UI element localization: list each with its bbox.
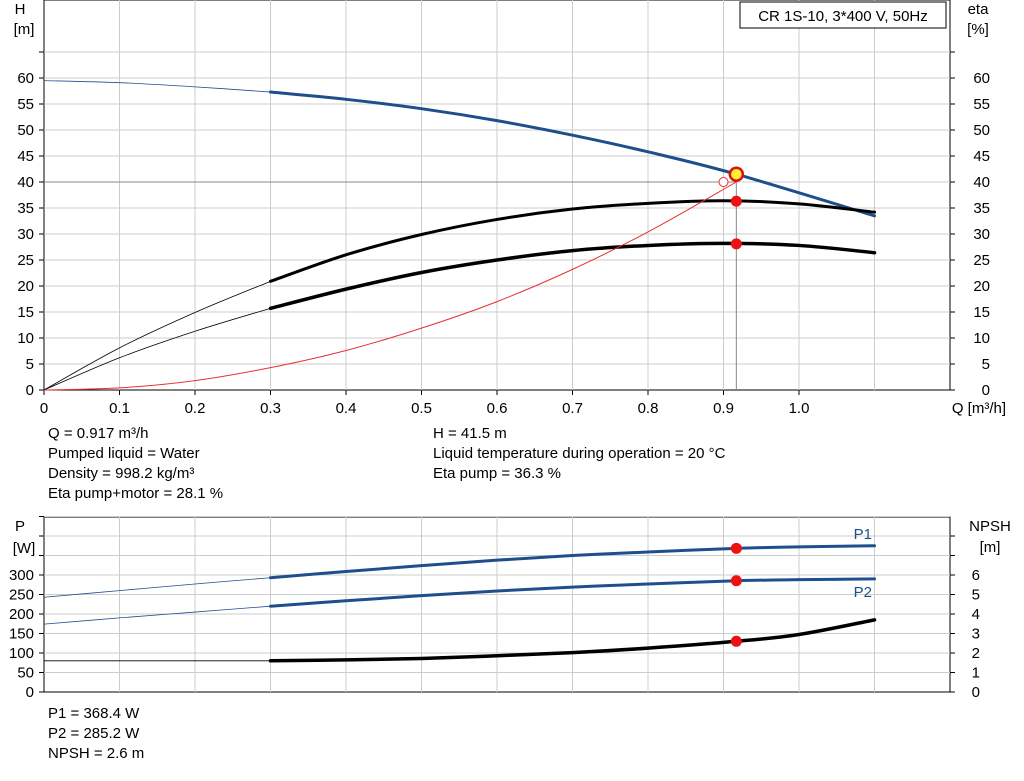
info-bottom: P1 = 368.4 W P2 = 285.2 W NPSH = 2.6 m (48, 704, 144, 764)
chart1-eta_pump-curve (269, 199, 876, 283)
chart1-ylabel-right-unit: [%] (967, 21, 989, 38)
info-head: H = 41.5 m (433, 425, 507, 442)
chart1-ylabel-right: eta (968, 1, 990, 18)
chart1-y-tick-label-left: 60 (17, 70, 34, 87)
info-p1: P1 = 368.4 W (48, 705, 140, 722)
chart1-xlabel: Q [m³/h] (952, 400, 1006, 417)
chart2-P1-curve-extrapolated (43, 577, 271, 598)
chart1-y-tick-label-left: 25 (17, 252, 34, 269)
info-liquid-temperature: Liquid temperature during operation = 20… (433, 445, 726, 462)
chart1-y-tick-label-left: 10 (17, 330, 34, 347)
chart1-ylabel-left: H (15, 1, 26, 18)
chart1-y-tick-label-right: 50 (973, 122, 990, 139)
chart1-y-tick-label-right: 25 (973, 252, 990, 269)
chart2-y-tick-label-left: 50 (17, 665, 34, 682)
chart2-P2-curve (269, 577, 876, 608)
chart1-x-tick-label: 0.8 (638, 400, 659, 417)
info-pumped-liquid: Pumped liquid = Water (48, 445, 200, 462)
chart1-y-tick-label-right: 45 (973, 148, 990, 165)
chart1-y-tick-label-right: 10 (973, 330, 990, 347)
chart1-x-tick-label: 0.1 (109, 400, 130, 417)
chart2-ylabel-left: P (15, 518, 25, 535)
chart2-y-tick-label-left: 200 (9, 606, 34, 623)
chart2-npsh-marker (730, 635, 742, 647)
info-density: Density = 998.2 kg/m³ (48, 465, 195, 482)
chart2-y-tick-label-right: 1 (972, 665, 980, 682)
chart1-y-tick-label-right: 15 (973, 304, 990, 321)
chart2-y-tick-label-right: 4 (972, 606, 980, 623)
chart1-y-tick-label-left: 55 (17, 96, 34, 113)
chart2-y-tick-label-right: 5 (972, 587, 980, 604)
chart1-system-curve (43, 181, 737, 391)
chart1-y-tick-label-left: 15 (17, 304, 34, 321)
chart2-p2-marker (730, 575, 742, 587)
chart2-y-tick-label-left: 300 (9, 567, 34, 584)
chart1-y-tick-label-left: 35 (17, 200, 34, 217)
info-eta-total: Eta pump+motor = 28.1 % (48, 485, 224, 502)
chart2-P1-curve (269, 544, 876, 580)
info-flow: Q = 0.917 m³/h (48, 425, 149, 442)
chart1-x-tick-label: 0.4 (336, 400, 357, 417)
chart2-y-tick-label-left: 250 (9, 587, 34, 604)
chart1-y-tick-label-right: 30 (973, 226, 990, 243)
chart2-P2-curve-extrapolated (43, 605, 271, 625)
chart1-x-tick-label: 1.0 (789, 400, 810, 417)
chart1-eta-pump-marker (730, 195, 742, 207)
chart1-title: CR 1S-10, 3*400 V, 50Hz (758, 8, 928, 25)
chart1-y-tick-label-left: 50 (17, 122, 34, 139)
chart1-H-curve-extrapolated (43, 80, 271, 93)
chart1-system-end-marker (718, 177, 729, 187)
chart1-eta_total-curve (268, 241, 877, 311)
chart2-p1-marker (730, 542, 742, 554)
chart1-title-box (739, 1, 947, 29)
chart1-y-tick-label-left: 40 (17, 174, 34, 191)
chart1-x-tick-label: 0.2 (185, 400, 206, 417)
info-npsh: NPSH = 2.6 m (48, 745, 145, 762)
chart2-y-tick-label-right: 2 (972, 645, 980, 662)
info-top-left: Q = 0.917 m³/h Pumped liquid = Water Den… (48, 424, 223, 504)
chart2-ylabel-right: NPSH (969, 518, 1011, 535)
chart1-y-tick-label-right: 20 (973, 278, 990, 295)
chart1-x-tick-label: 0 (40, 400, 48, 417)
chart1-y-tick-label-left: 45 (17, 148, 34, 165)
chart1-y-tick-label-left: 30 (17, 226, 34, 243)
chart2-series-label-p1: P1 (854, 526, 872, 543)
chart1-y-tick-label-right: 35 (973, 200, 990, 217)
chart1-x-tick-label: 0.5 (411, 400, 432, 417)
chart1-y-tick-label-left: 5 (26, 356, 34, 373)
chart1-x-tick-label: 0.6 (487, 400, 508, 417)
chart1-y-tick-label-left: 20 (17, 278, 34, 295)
chart2-series-label-p2: P2 (854, 584, 872, 601)
info-top-right: H = 41.5 m Liquid temperature during ope… (433, 424, 725, 484)
chart1-y-tick-label-left: 0 (26, 382, 34, 399)
chart1-y-tick-label-right: 55 (973, 96, 990, 113)
chart1-eta_pump-curve-extrapolated (43, 280, 271, 391)
chart2-y-tick-label-right: 0 (972, 684, 980, 701)
chart1-x-tick-label: 0.7 (562, 400, 583, 417)
chart2-ylabel-right-unit: [m] (980, 539, 1001, 556)
chart1-duty-point-marker (728, 166, 745, 182)
chart1-eta_total-curve-extrapolated (43, 307, 271, 391)
chart1-ylabel-left-unit: [m] (14, 21, 35, 38)
chart1-y-tick-label-right: 60 (973, 70, 990, 87)
chart2-y-tick-label-left: 150 (9, 626, 34, 643)
chart1-x-tick-label: 0.3 (260, 400, 281, 417)
info-p2: P2 = 285.2 W (48, 725, 140, 742)
chart1-x-tick-label: 0.9 (713, 400, 734, 417)
chart2-NPSH-curve (268, 618, 877, 663)
chart2-y-tick-label-right: 6 (972, 567, 980, 584)
chart1-y-tick-label-right: 40 (973, 174, 990, 191)
chart2-y-tick-label-left: 0 (26, 684, 34, 701)
chart2-y-tick-label-left: 100 (9, 645, 34, 662)
chart2-ylabel-left-unit: [W] (13, 540, 36, 557)
chart1-y-tick-label-right: 5 (982, 356, 990, 373)
chart2-y-tick-label-right: 3 (972, 626, 980, 643)
chart1-y-tick-label-right: 0 (982, 382, 990, 399)
info-eta-pump: Eta pump = 36.3 % (433, 465, 561, 482)
chart1-eta-total-marker (730, 238, 742, 250)
